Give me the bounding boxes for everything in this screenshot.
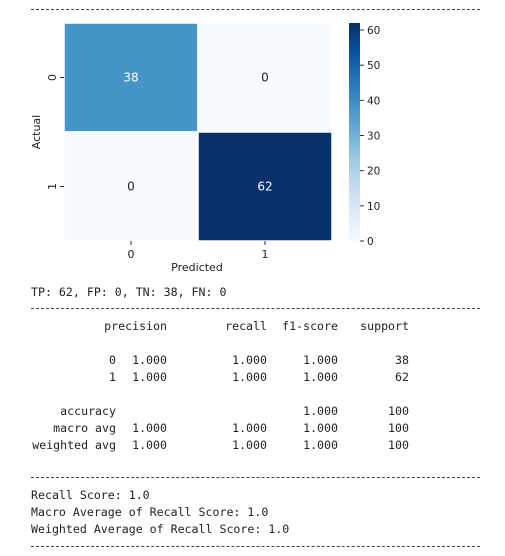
report-cell: 1.000 (303, 421, 338, 435)
colorbar-tick-label: 40 (367, 95, 380, 107)
divider-report-bottom (31, 477, 480, 478)
report-cell: 1.000 (132, 370, 167, 384)
report-cell: 1.000 (232, 421, 267, 435)
cell-value-label: 62 (257, 180, 272, 194)
weighted-recall-score: Weighted Average of Recall Score: 1.0 (31, 522, 290, 536)
colorbar (349, 23, 360, 241)
x-tick-label: 1 (262, 248, 269, 261)
report-cell: 1.000 (303, 370, 338, 384)
colorbar-tick-label: 0 (367, 236, 374, 248)
divider-report-top (31, 308, 480, 309)
report-header-support: support (360, 319, 409, 333)
report-cell: 1.000 (303, 404, 338, 418)
report-row-label: 0 (109, 353, 116, 367)
report-cell: 38 (395, 353, 409, 367)
y-tick-label: 1 (46, 183, 59, 190)
x-axis-label: Predicted (171, 261, 223, 274)
report-cell: 1.000 (132, 421, 167, 435)
report-row-label: 1 (109, 370, 116, 384)
confusion-summary: TP: 62, FP: 0, TN: 38, FN: 0 (31, 285, 227, 299)
cell-value-label: 38 (123, 71, 138, 85)
report-cell: 1.000 (232, 370, 267, 384)
y-axis-label: Actual (30, 115, 43, 149)
heatmap-cell (197, 22, 333, 133)
report-row-label: accuracy (60, 404, 116, 418)
colorbar-tick-label: 20 (367, 166, 380, 178)
y-tick-label: 0 (46, 74, 59, 81)
divider-top (31, 9, 480, 10)
report-row-label: macro avg (53, 421, 116, 435)
colorbar-tick-label: 50 (367, 60, 380, 72)
report-cell: 1.000 (132, 438, 167, 452)
report-cell: 1.000 (303, 438, 338, 452)
report-cell: 100 (388, 438, 409, 452)
report-cell: 100 (388, 421, 409, 435)
report-cell: 100 (388, 404, 409, 418)
cell-value-label: 0 (261, 71, 269, 85)
report-header-precision: precision (104, 319, 167, 333)
report-header-f1-score: f1-score (282, 319, 338, 333)
macro-recall-score: Macro Average of Recall Score: 1.0 (31, 505, 269, 519)
report-cell: 62 (395, 370, 409, 384)
report-cell: 1.000 (303, 353, 338, 367)
report-row-label: weighted avg (32, 438, 116, 452)
colorbar-tick-label: 30 (367, 131, 380, 143)
cell-value-label: 0 (127, 180, 135, 194)
colorbar-tick-label: 10 (367, 201, 380, 213)
report-cell: 1.000 (132, 353, 167, 367)
report-header-recall: recall (225, 319, 267, 333)
report-cell: 1.000 (232, 438, 267, 452)
colorbar-tick-label: 60 (367, 25, 380, 37)
recall-score: Recall Score: 1.0 (31, 488, 150, 502)
x-tick-label: 0 (128, 248, 135, 261)
report-cell: 1.000 (232, 353, 267, 367)
divider-bottom (31, 546, 480, 547)
